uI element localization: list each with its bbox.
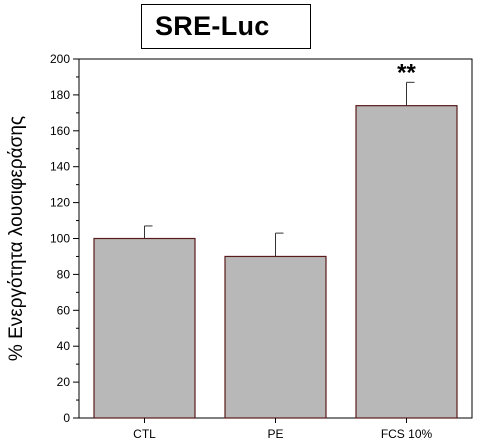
chart-title-box: SRE-Luc xyxy=(141,4,311,49)
y-tick-label: 160 xyxy=(50,124,70,138)
y-tick-label: 120 xyxy=(50,196,70,210)
y-tick-label: 20 xyxy=(57,375,71,389)
bar xyxy=(93,237,196,419)
x-tick-label: PE xyxy=(267,427,283,441)
bar xyxy=(355,105,458,419)
y-tick-label: 100 xyxy=(50,232,70,246)
bar xyxy=(224,255,327,419)
y-axis-label: % Ενεργότητα λουσιφεράσης xyxy=(6,116,27,361)
chart-title: SRE-Luc xyxy=(155,11,270,41)
significance-annotation: ** xyxy=(397,59,416,86)
y-tick-label: 140 xyxy=(50,160,70,174)
y-tick-label: 180 xyxy=(50,88,70,102)
y-tick-label: 80 xyxy=(57,267,71,281)
y-tick-label: 60 xyxy=(57,303,71,317)
y-tick-label: 200 xyxy=(50,52,70,66)
x-tick-label: CTL xyxy=(133,427,156,441)
y-tick-label: 40 xyxy=(57,339,71,353)
x-tick-label: FCS 10% xyxy=(381,427,433,441)
y-tick-label: 0 xyxy=(63,411,70,425)
